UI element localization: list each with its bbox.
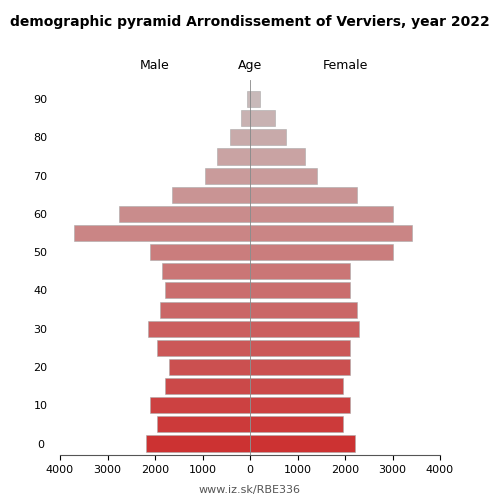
Text: Male: Male: [140, 60, 170, 72]
Bar: [74, 225, 250, 241]
Bar: [250, 264, 350, 280]
Bar: [250, 225, 412, 241]
Bar: [250, 91, 260, 107]
Bar: [250, 302, 357, 318]
Bar: [146, 436, 250, 452]
Bar: [250, 130, 286, 146]
Bar: [169, 359, 250, 375]
Bar: [162, 264, 250, 280]
Bar: [250, 282, 350, 298]
Bar: [250, 187, 357, 203]
Bar: [158, 416, 250, 432]
Text: demographic pyramid Arrondissement of Verviers, year 2022: demographic pyramid Arrondissement of Ve…: [10, 15, 490, 29]
Bar: [250, 244, 392, 260]
Text: Age: Age: [238, 60, 262, 72]
Bar: [150, 244, 250, 260]
Bar: [150, 397, 250, 413]
Bar: [250, 148, 304, 164]
Bar: [248, 91, 250, 107]
Bar: [205, 168, 250, 184]
Bar: [217, 148, 250, 164]
Bar: [250, 436, 354, 452]
Bar: [120, 206, 250, 222]
Bar: [250, 206, 392, 222]
Bar: [230, 130, 250, 146]
Bar: [164, 378, 250, 394]
Bar: [164, 282, 250, 298]
Bar: [160, 302, 250, 318]
Bar: [250, 340, 350, 356]
Bar: [250, 359, 350, 375]
Bar: [242, 110, 250, 126]
Bar: [172, 187, 250, 203]
Bar: [250, 397, 350, 413]
Text: www.iz.sk/RBE336: www.iz.sk/RBE336: [199, 485, 301, 495]
Bar: [250, 320, 359, 337]
Bar: [148, 320, 250, 337]
Bar: [250, 110, 274, 126]
Bar: [250, 378, 342, 394]
Bar: [250, 168, 316, 184]
Bar: [250, 416, 342, 432]
Text: Female: Female: [322, 60, 368, 72]
Bar: [158, 340, 250, 356]
